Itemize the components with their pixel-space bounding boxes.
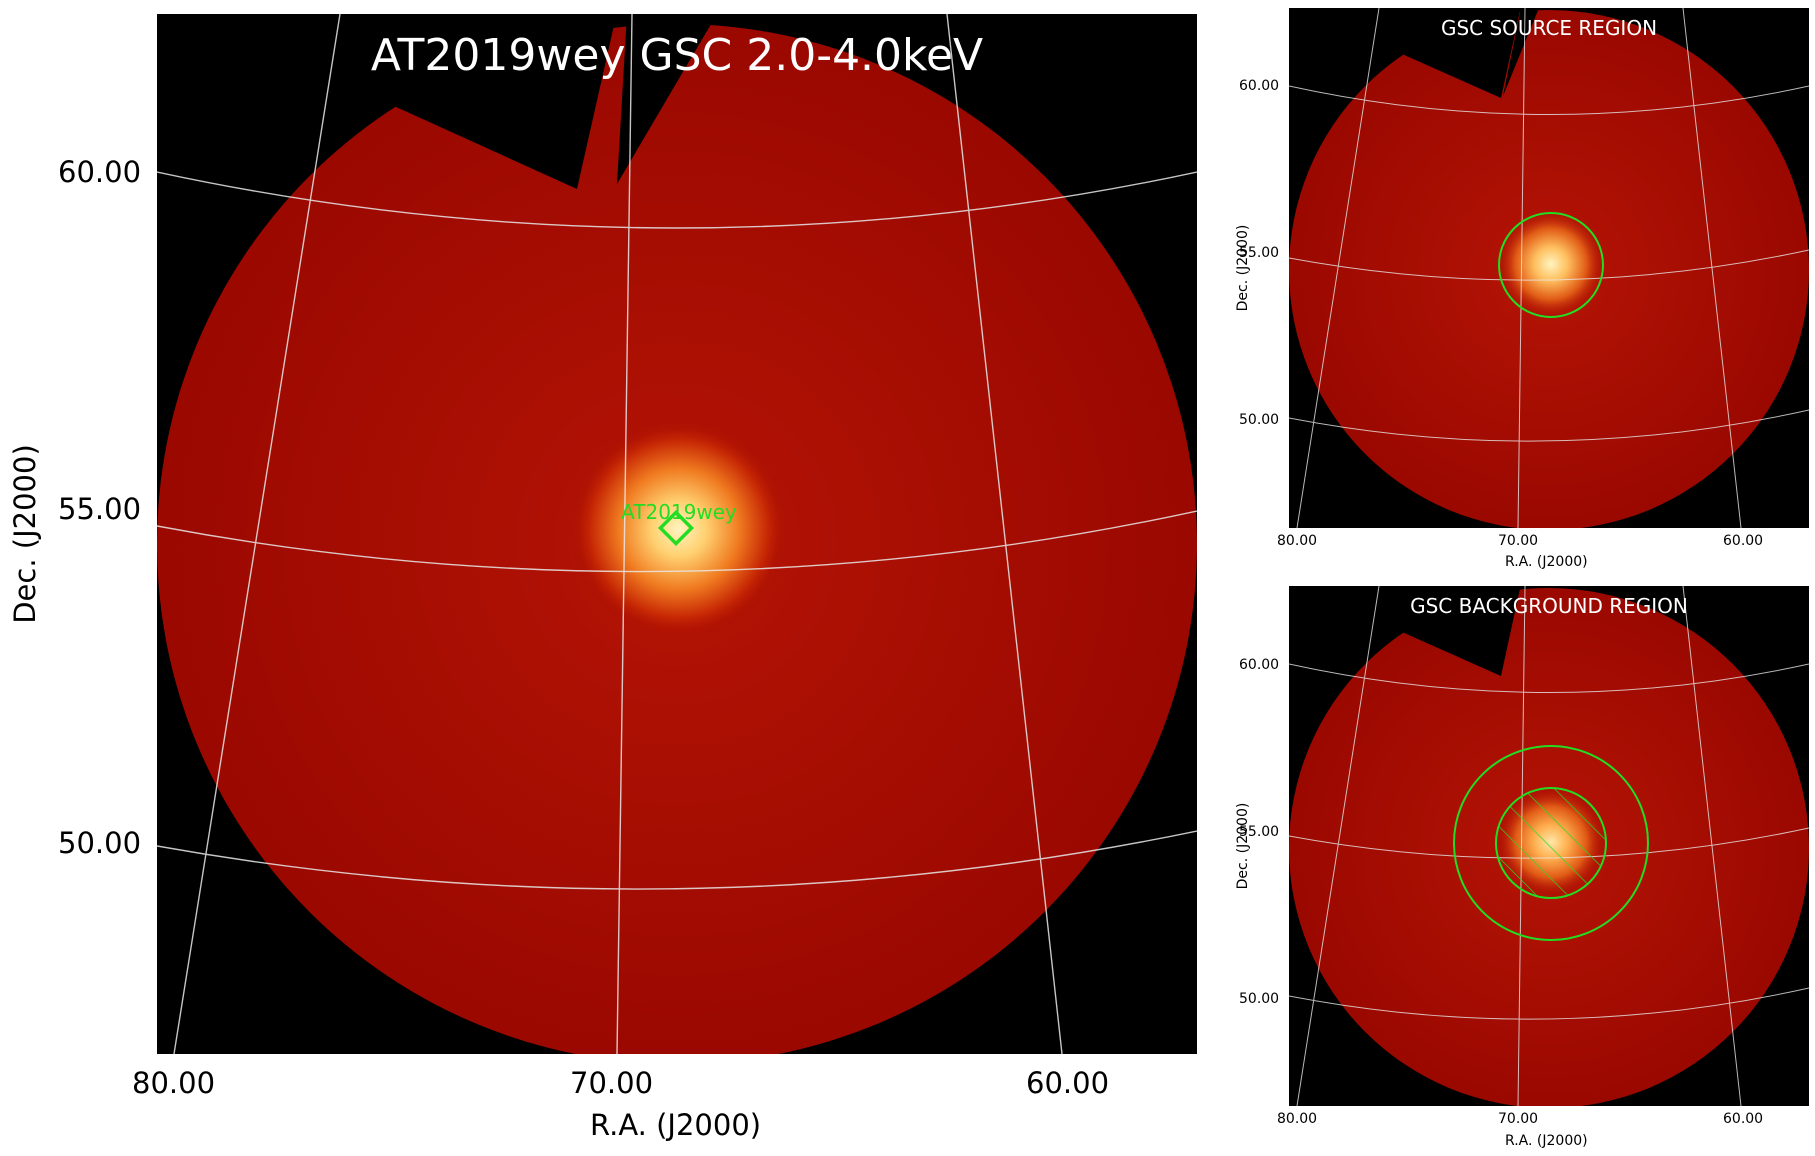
- source-xtick-3: 60.00: [1723, 533, 1764, 549]
- background-sky-image: [1289, 586, 1809, 1106]
- main-ytick-3: 50.00: [58, 826, 142, 860]
- main-sky-image: AT2019wey: [157, 14, 1197, 1054]
- source-ytick-1: 60.00: [1239, 78, 1280, 94]
- background-ytick-3: 50.00: [1239, 991, 1280, 1007]
- excluded-region-circle: [1495, 787, 1607, 899]
- source-marker: [657, 509, 695, 547]
- source-xtick-2: 70.00: [1498, 533, 1539, 549]
- coordinate-grid: [1289, 586, 1809, 1106]
- main-ytick-2: 55.00: [58, 492, 142, 526]
- background-xtick-1: 80.00: [1277, 1111, 1318, 1127]
- background-ytick-2: 55.00: [1239, 824, 1280, 840]
- source-ylabel: Dec. (J2000): [1235, 224, 1251, 312]
- background-ylabel: Dec. (J2000): [1235, 802, 1251, 890]
- background-xtick-3: 60.00: [1723, 1111, 1764, 1127]
- coordinate-grid: [157, 14, 1197, 1054]
- background-image-frame: GSC BACKGROUND REGION: [1289, 586, 1809, 1106]
- main-ytick-1: 60.00: [58, 155, 142, 189]
- source-hotspot: [1496, 209, 1606, 319]
- background-xlabel: R.A. (J2000): [1505, 1133, 1588, 1149]
- source-image-frame: GSC SOURCE REGION: [1289, 8, 1809, 528]
- main-panel: AT2019wey AT2019wey GSC 2.0-4.0keV 60.00…: [8, 14, 1197, 1142]
- background-panel: GSC BACKGROUND REGION 60.00 55.00 50.00 …: [1215, 580, 1815, 1156]
- source-panel-title: GSC SOURCE REGION: [1440, 16, 1658, 40]
- main-xtick-2: 70.00: [570, 1066, 654, 1100]
- source-ytick-3: 50.00: [1239, 412, 1280, 428]
- background-xtick-2: 70.00: [1498, 1111, 1539, 1127]
- source-sky-image: [1289, 8, 1809, 528]
- background-ytick-1: 60.00: [1239, 657, 1280, 673]
- main-xlabel: R.A. (J2000): [590, 1108, 762, 1142]
- excluded-region-hatch: [1496, 788, 1606, 898]
- main-xtick-1: 80.00: [132, 1066, 216, 1100]
- main-ylabel: Dec. (J2000): [8, 444, 42, 624]
- source-panel: GSC SOURCE REGION 60.00 55.00 50.00 80.0…: [1215, 0, 1815, 580]
- main-image-frame: AT2019wey AT2019wey GSC 2.0-4.0keV: [157, 14, 1197, 1054]
- source-ytick-2: 55.00: [1239, 245, 1280, 261]
- coordinate-grid: [1289, 8, 1809, 528]
- source-hotspot: [569, 419, 789, 639]
- source-xlabel: R.A. (J2000): [1505, 554, 1588, 570]
- main-title: AT2019wey GSC 2.0-4.0keV: [370, 30, 984, 81]
- main-xtick-3: 60.00: [1026, 1066, 1110, 1100]
- source-region-circle: [1498, 212, 1604, 318]
- background-panel-title: GSC BACKGROUND REGION: [1410, 594, 1688, 618]
- source-xtick-1: 80.00: [1277, 533, 1318, 549]
- background-annulus-circle: [1453, 745, 1649, 941]
- source-label: AT2019wey: [621, 500, 737, 524]
